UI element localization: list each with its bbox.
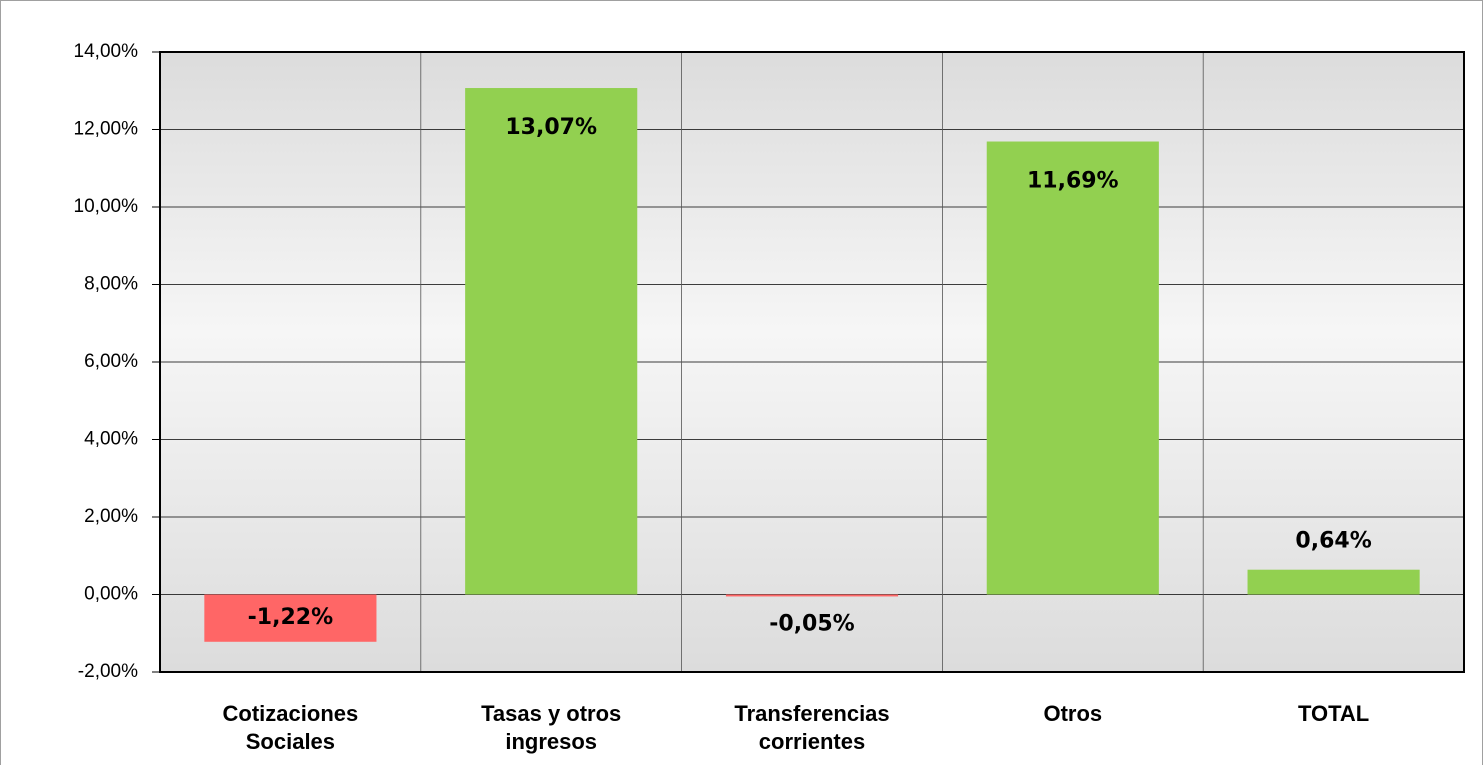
y-tick-label: 0,00% <box>84 584 138 605</box>
x-tick-label: Cotizaciones Sociales <box>222 701 359 754</box>
y-tick-label: 6,00% <box>84 351 138 372</box>
bar <box>1247 569 1420 595</box>
x-tick-label: TOTAL <box>1297 701 1370 726</box>
data-label: 13,07% <box>505 115 597 140</box>
data-label: 0,64% <box>1295 529 1371 554</box>
bar <box>986 141 1159 595</box>
plot-border <box>159 51 1465 673</box>
x-tick-label: Tasas y otros ingresos <box>481 701 622 754</box>
data-label: -1,22% <box>248 605 333 630</box>
x-tick-label: Otros <box>1043 701 1103 726</box>
y-tick-label: 10,00% <box>74 196 139 217</box>
bar <box>465 88 638 595</box>
y-tick-label: -2,00% <box>78 661 138 682</box>
bar <box>204 594 377 642</box>
data-label: -0,05% <box>769 611 854 636</box>
bar <box>725 594 899 597</box>
y-tick-label: 14,00% <box>74 41 139 62</box>
y-tick-label: 8,00% <box>84 274 138 295</box>
x-tick-label: Transferencias corrientes <box>734 701 890 754</box>
data-label: 11,69% <box>1027 169 1119 194</box>
y-tick-label: 12,00% <box>74 119 139 140</box>
y-tick-label: 4,00% <box>84 429 138 450</box>
y-tick-label: 2,00% <box>84 506 138 527</box>
